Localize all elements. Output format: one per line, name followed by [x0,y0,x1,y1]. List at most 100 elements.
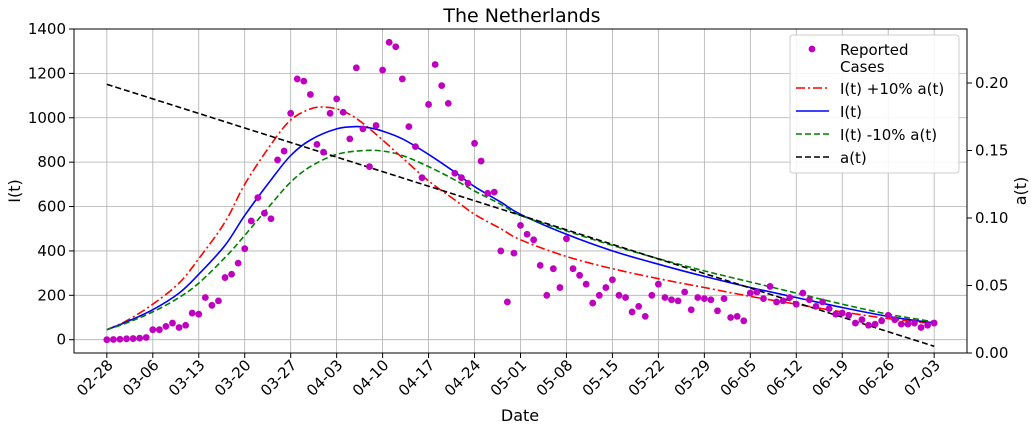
reported-case-point [484,189,492,197]
reported-case-point [405,123,413,131]
reported-case-point [464,179,472,187]
reported-case-point [884,311,892,319]
reported-case-point [247,217,255,225]
reported-case-point [595,291,603,299]
reported-case-point [779,297,787,305]
reported-case-point [333,95,341,103]
reported-case-point [563,235,570,243]
reported-case-point [352,64,360,72]
x-tick-label: 05-01 [487,356,531,400]
x-tick-label: 03-27 [257,356,301,400]
x-tick-label: 04-10 [349,356,393,400]
reported-case-point [661,294,669,301]
reported-case-point [569,265,577,273]
reported-case-point [517,221,524,229]
reported-case-point [451,169,459,177]
reported-case-point [274,156,281,164]
reported-case-point [418,174,426,182]
x-tick-label: 06-12 [763,356,807,400]
y2-tick-label: 0.15 [975,142,1008,160]
reported-case-point [707,296,715,304]
y-tick-label: 400 [37,242,66,260]
reported-case-point [799,289,807,297]
reported-case-point [188,309,196,317]
series-lines [106,83,935,348]
reported-case-point [313,140,321,148]
reported-case-point [458,174,465,182]
reported-case-point [431,61,439,68]
reported-case-point [740,317,748,325]
y-tick-label: 800 [37,153,66,171]
reported-case-point [280,147,288,155]
x-tick-label: 04-03 [303,356,347,400]
reported-case-point [359,125,367,133]
reported-case-point [372,122,380,129]
y-tick-label: 0 [56,331,66,349]
x-tick-label: 05-15 [579,356,623,400]
reported-case-point [497,247,505,255]
reported-case-point [746,289,754,297]
reported-case-point [142,334,150,341]
reported-case-point [169,319,176,327]
reported-case-point [123,335,130,343]
reported-case-point [714,307,721,315]
x-axis-label: Date [501,406,539,425]
reported-case-point [615,291,623,299]
reported-case-point [733,312,741,320]
y2-tick-label: 0.00 [975,344,1008,362]
reported-case-point [530,236,538,244]
reported-case-point [845,311,853,319]
x-tick-label: 03-20 [211,356,255,400]
reported-case-point [320,148,327,156]
reported-case-point [267,215,275,223]
reported-case-point [477,157,485,165]
y2-axis-label: a(t) [1011,177,1030,206]
x-tick-label: 06-05 [717,356,761,400]
reported-case-point [609,276,616,284]
x-axis-ticks: 02-28 03-06 03-13 03-20 03-27 04-03 04-10 04-17… [73,353,944,400]
reported-case-point [182,321,190,329]
reported-case-point [536,261,544,269]
reported-case-point [471,139,478,147]
series-line-i-t-10-a-t- [106,106,935,331]
reported-case-point [911,319,918,327]
reported-case-point [851,319,859,327]
reported-case-point [924,321,932,329]
reported-case-point [858,316,866,324]
series-line-a-t- [106,83,935,348]
reported-case-point [215,297,222,305]
reported-case-point [438,82,446,89]
reported-case-point [792,300,800,308]
y-tick-label: 1200 [28,64,66,82]
reported-case-point [589,299,597,307]
reported-case-point [149,326,157,334]
reported-case-point [346,135,354,143]
reported-case-point [838,309,846,317]
y-tick-label: 200 [37,286,66,304]
x-tick-label: 05-08 [533,356,577,400]
reported-case-point [628,308,636,316]
x-tick-label: 02-28 [73,356,117,400]
y-tick-label: 600 [37,198,66,216]
reported-case-point [760,295,767,303]
reported-case-point [195,310,203,318]
reported-case-point [129,335,137,342]
legend-label: a(t) [840,149,867,167]
reported-case-point [116,335,124,343]
x-tick-label: 04-17 [395,356,439,400]
reported-case-point [155,326,163,334]
reported-case-point [109,336,117,343]
reported-case-point [234,259,242,267]
reported-case-point [865,321,872,329]
reported-case-point [773,298,780,306]
reported-case-point [208,301,216,309]
reported-case-point [201,294,209,301]
y-axis-label: I(t) [5,179,24,202]
reported-case-point [727,314,735,321]
series-line-i-t- [106,125,935,331]
reported-case-point [641,312,649,320]
reported-case-point [806,296,813,304]
y2-tick-label: 0.05 [975,277,1008,295]
x-tick-label: 04-24 [441,356,485,400]
